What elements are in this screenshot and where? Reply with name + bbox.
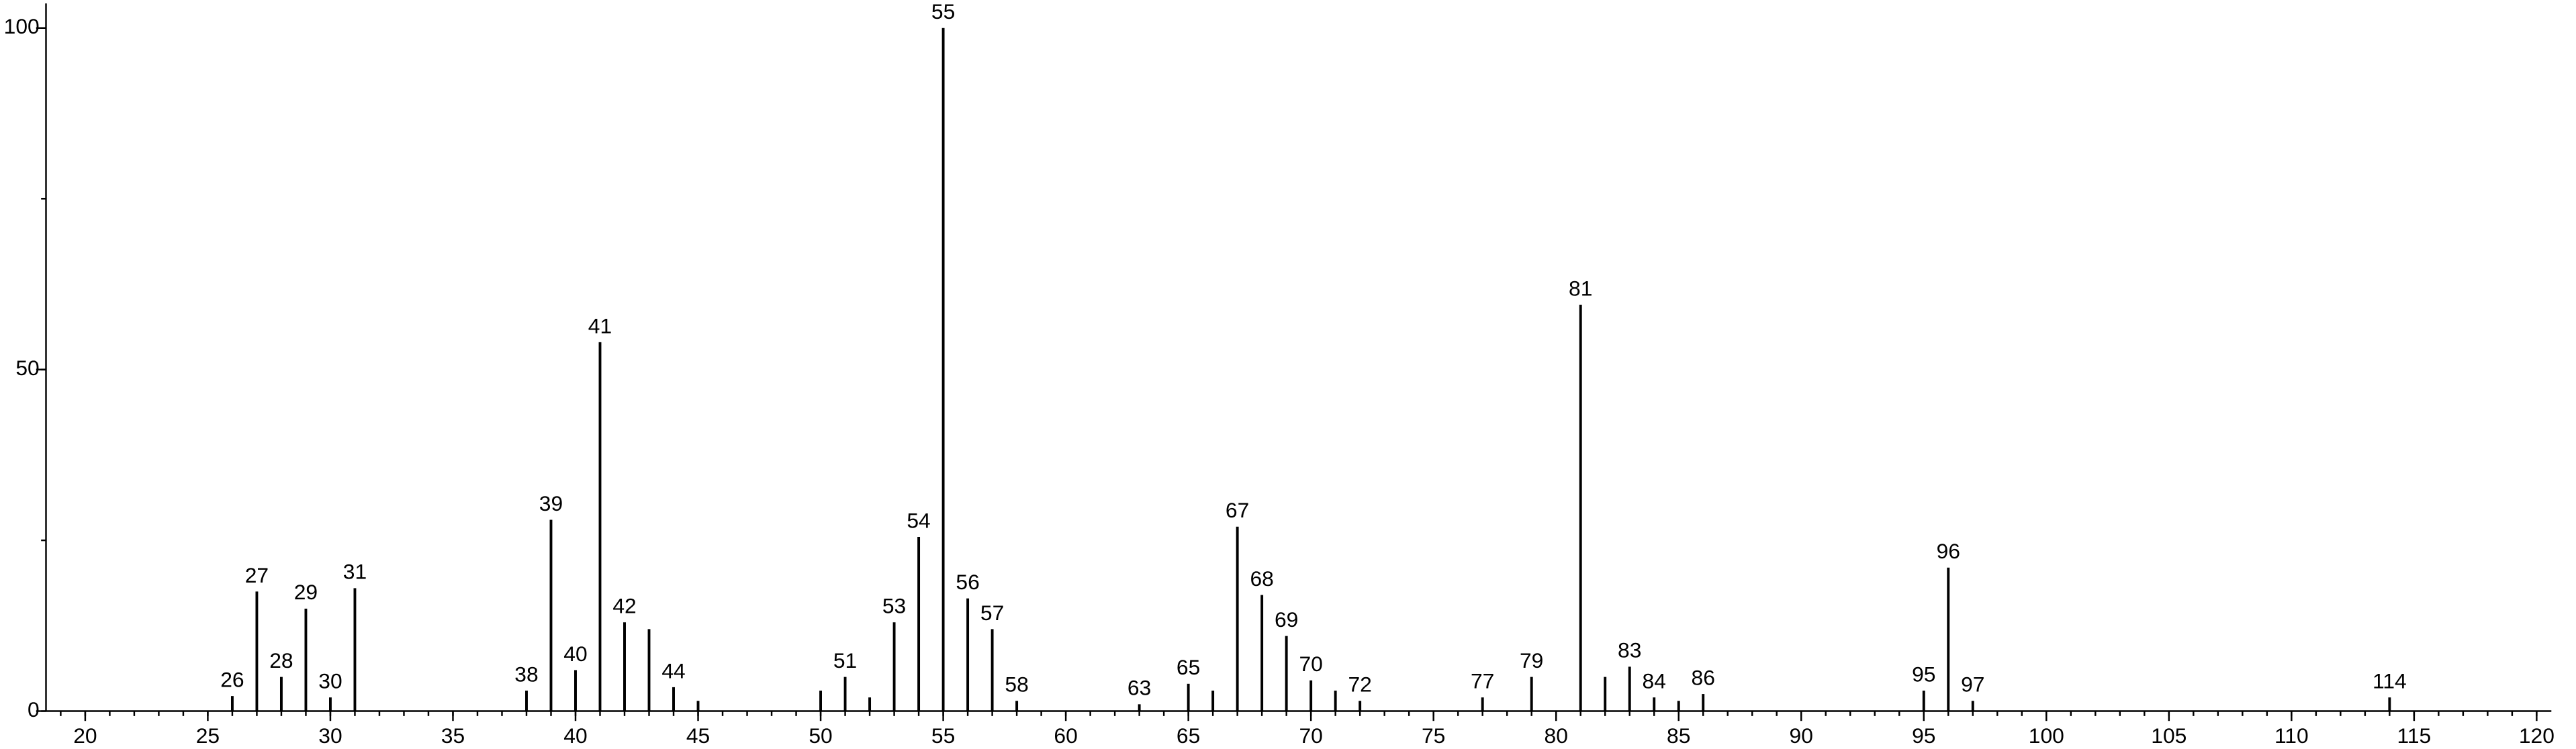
x-tick-label: 55 <box>931 723 955 748</box>
peak-label: 114 <box>2373 669 2407 693</box>
peak-label: 68 <box>1250 566 1273 591</box>
x-tick-label: 20 <box>73 723 97 748</box>
x-tick-label: 110 <box>2274 723 2309 748</box>
x-tick-label: 85 <box>1667 723 1690 748</box>
peak-label: 79 <box>1520 648 1543 672</box>
x-tick-label: 65 <box>1177 723 1200 748</box>
peak-label: 57 <box>980 601 1004 625</box>
peak-label: 30 <box>318 669 342 693</box>
peak-label: 29 <box>294 580 318 604</box>
peak-label: 63 <box>1128 676 1151 700</box>
x-tick-label: 100 <box>2029 723 2064 748</box>
y-tick-label: 100 <box>4 14 40 38</box>
peak-label: 96 <box>1937 539 1960 563</box>
x-tick-label: 60 <box>1054 723 1077 748</box>
x-tick-label: 70 <box>1299 723 1322 748</box>
peak-label: 27 <box>245 563 269 587</box>
peak-label: 54 <box>907 508 930 532</box>
peak-label: 95 <box>1912 662 1935 686</box>
x-tick-label: 120 <box>2519 723 2555 748</box>
y-tick-label: 0 <box>28 697 40 721</box>
peak-label: 55 <box>931 0 955 23</box>
peak-label: 83 <box>1618 638 1641 662</box>
peak-label: 69 <box>1275 607 1298 632</box>
x-tick-label: 35 <box>441 723 465 748</box>
y-tick-label: 50 <box>15 356 39 380</box>
peak-label: 70 <box>1299 652 1322 676</box>
peak-label: 84 <box>1643 669 1666 693</box>
peak-label: 38 <box>514 662 538 686</box>
peak-label: 65 <box>1177 655 1200 679</box>
peak-label: 39 <box>539 491 563 515</box>
peak-label: 31 <box>343 560 367 584</box>
peak-label: 42 <box>612 594 636 618</box>
x-tick-label: 115 <box>2397 723 2432 748</box>
x-tick-label: 105 <box>2151 723 2187 748</box>
peak-label: 53 <box>882 594 906 618</box>
peak-label: 58 <box>1005 672 1028 697</box>
x-tick-label: 25 <box>196 723 220 748</box>
x-tick-label: 75 <box>1422 723 1445 748</box>
peak-label: 26 <box>220 668 244 692</box>
x-tick-label: 95 <box>1912 723 1935 748</box>
peak-label: 81 <box>1569 276 1592 300</box>
peak-label: 41 <box>588 313 612 338</box>
peak-label: 67 <box>1226 498 1249 522</box>
x-tick-label: 50 <box>809 723 832 748</box>
peak-label: 51 <box>833 648 857 672</box>
peak-label: 97 <box>1961 672 1984 697</box>
peak-label: 28 <box>269 648 293 672</box>
x-tick-label: 45 <box>686 723 710 748</box>
x-tick-label: 40 <box>563 723 587 748</box>
peak-label: 40 <box>563 642 587 666</box>
peak-label: 77 <box>1471 669 1494 693</box>
x-tick-label: 80 <box>1545 723 1568 748</box>
x-tick-label: 30 <box>318 723 342 748</box>
peak-label: 86 <box>1692 665 1715 689</box>
peak-label: 44 <box>661 658 685 683</box>
x-tick-label: 90 <box>1790 723 1813 748</box>
peak-label: 72 <box>1348 672 1371 697</box>
peak-label: 56 <box>956 570 979 594</box>
